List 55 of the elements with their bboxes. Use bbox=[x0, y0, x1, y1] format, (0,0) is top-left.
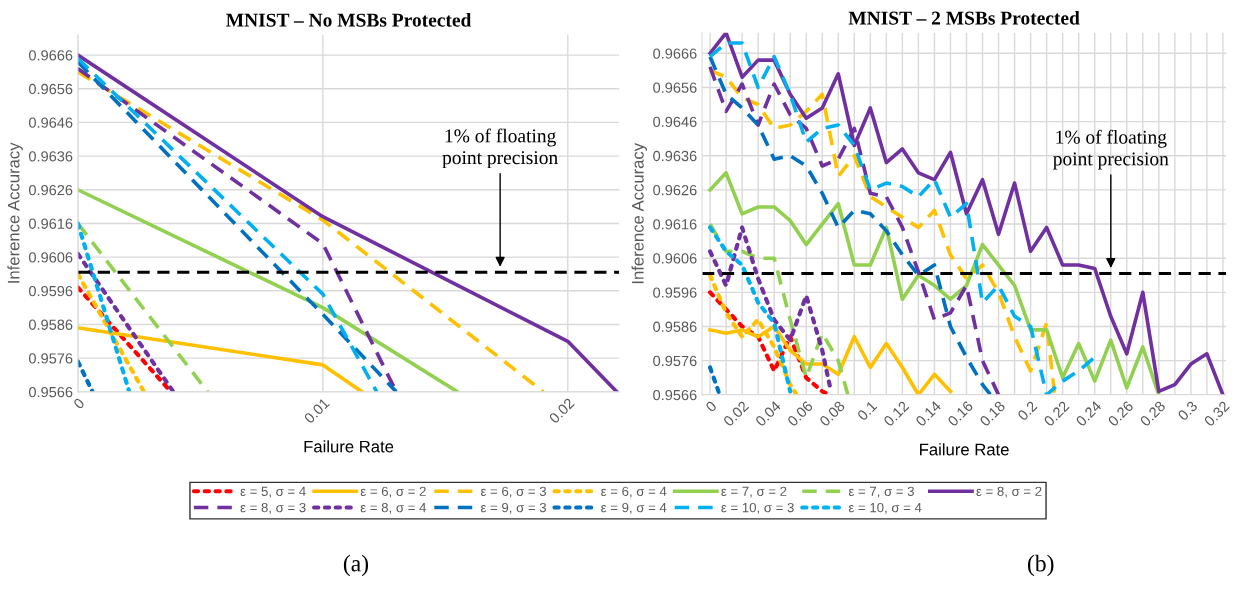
y-tick-label: 0.9646 bbox=[28, 117, 73, 128]
legend-label: ε = 6, σ = 4 bbox=[601, 486, 667, 498]
y-tick-label: 0.9596 bbox=[28, 285, 73, 297]
text: (b) bbox=[1027, 554, 1054, 577]
chart-title: MNIST – No MSBs Protected bbox=[226, 13, 472, 27]
y-tick-label: 0.9616 bbox=[653, 219, 697, 230]
legend-label: ε = 7, σ = 3 bbox=[848, 486, 914, 498]
x-axis-title: Failure Rate bbox=[304, 440, 394, 453]
x-tick-label: 0.2 bbox=[1016, 400, 1038, 422]
y-tick-label: 0.9656 bbox=[653, 82, 697, 93]
y-tick-label: 0.9586 bbox=[28, 319, 73, 330]
y-tick-label: 0.9576 bbox=[653, 355, 697, 367]
line-series bbox=[707, 225, 833, 391]
text: (a) bbox=[343, 554, 369, 577]
x-tick-label: 0 bbox=[705, 400, 718, 413]
y-tick-label: 0.9666 bbox=[653, 48, 697, 59]
legend-label: ε = 6, σ = 2 bbox=[360, 486, 426, 498]
legend-label: ε = 6, σ = 3 bbox=[480, 486, 547, 498]
x-axis-title: Failure Rate bbox=[920, 443, 1009, 456]
x-tick-label: 0.1 bbox=[856, 400, 878, 422]
y-axis-title: Inference Accuracy bbox=[7, 142, 23, 283]
legend-label: ε = 8, σ = 4 bbox=[360, 502, 427, 514]
line-series bbox=[707, 225, 793, 394]
line-series bbox=[708, 171, 1161, 395]
y-tick-label: 0.9576 bbox=[28, 353, 73, 364]
y-tick-label: 0.9586 bbox=[653, 321, 697, 332]
ref-line-label: 1% of floating point precision bbox=[442, 128, 558, 169]
legend-label: ε = 10, σ = 4 bbox=[848, 502, 922, 514]
legend-label: ε = 9, σ = 3 bbox=[480, 502, 547, 514]
legend-label: ε = 7, σ = 2 bbox=[721, 486, 787, 498]
legend-label: ε = 8, σ = 3 bbox=[240, 502, 306, 514]
legend-label: ε = 10, σ = 3 bbox=[721, 502, 794, 514]
y-axis-title: Inference Accuracy bbox=[631, 142, 648, 284]
chart-title: MNIST – 2 MSBs Protected bbox=[848, 10, 1080, 25]
y-tick-label: 0.9606 bbox=[28, 252, 73, 263]
line-series bbox=[708, 222, 850, 395]
y-tick-label: 0.9566 bbox=[653, 389, 697, 401]
y-tick-label: 0.9606 bbox=[653, 253, 697, 264]
y-tick-label: 0.9636 bbox=[653, 150, 697, 162]
legend-label: ε = 9, σ = 4 bbox=[601, 502, 667, 514]
y-tick-label: 0.9656 bbox=[28, 83, 73, 95]
x-tick-label: 0.01 bbox=[303, 397, 330, 424]
y-tick-label: 0.9596 bbox=[653, 287, 697, 298]
x-tick-label: 0 bbox=[72, 397, 86, 410]
legend-label: ε = 5, σ = 4 bbox=[240, 486, 306, 498]
y-tick-label: 0.9626 bbox=[28, 184, 73, 196]
y-tick-label: 0.9636 bbox=[28, 151, 73, 162]
y-tick-label: 0.9566 bbox=[28, 386, 73, 398]
legend-label: ε = 8, σ = 2 bbox=[976, 486, 1042, 498]
x-tick-label: 0.3 bbox=[1177, 400, 1198, 422]
ref-line-label: 1% of floating point precision bbox=[1053, 129, 1169, 170]
y-tick-label: 0.9666 bbox=[28, 50, 73, 61]
y-tick-label: 0.9616 bbox=[28, 218, 73, 229]
y-tick-label: 0.9626 bbox=[653, 184, 697, 196]
y-tick-label: 0.9646 bbox=[653, 116, 697, 128]
